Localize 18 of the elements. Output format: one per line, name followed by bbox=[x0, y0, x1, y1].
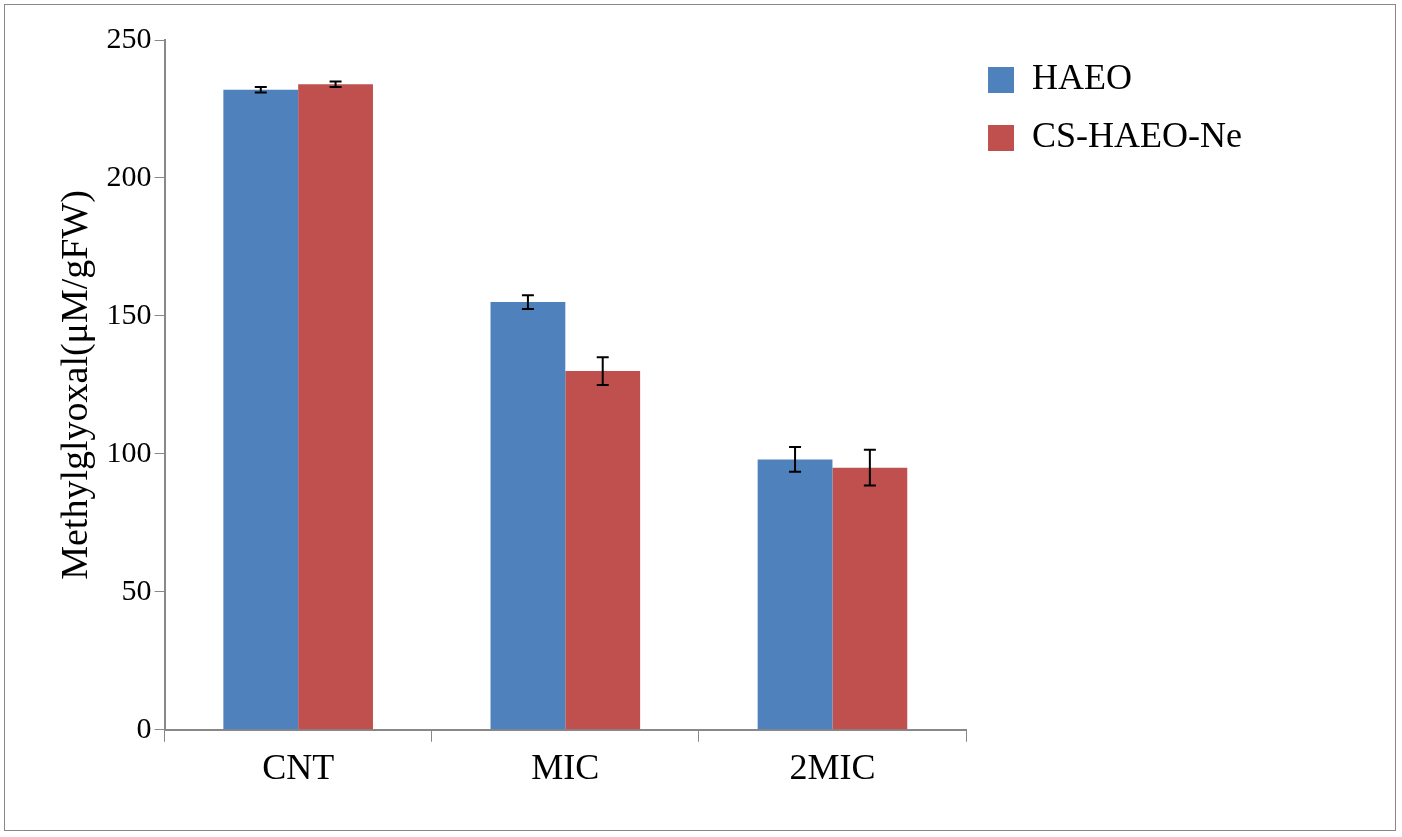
x-tick-label: 2MIC bbox=[789, 746, 876, 787]
bar bbox=[757, 459, 833, 730]
bar bbox=[223, 89, 299, 730]
bar bbox=[832, 467, 908, 730]
legend-label: CS-HAEO-Ne bbox=[1032, 115, 1243, 156]
x-tick-label: MIC bbox=[531, 746, 600, 787]
y-axis-title: Methylglyoxal(μM/gFW) bbox=[52, 190, 96, 580]
bar bbox=[565, 371, 641, 730]
y-tick-label: 250 bbox=[106, 20, 152, 54]
x-tick-label: CNT bbox=[262, 746, 335, 787]
bar bbox=[490, 302, 566, 730]
y-tick-label: 200 bbox=[106, 158, 152, 192]
y-tick-label: 50 bbox=[121, 572, 152, 606]
bar bbox=[298, 84, 373, 730]
y-tick-label: 0 bbox=[136, 710, 152, 744]
y-tick-label: 100 bbox=[106, 434, 152, 468]
y-tick-label: 150 bbox=[106, 296, 152, 330]
legend-label: HAEO bbox=[1032, 57, 1133, 98]
